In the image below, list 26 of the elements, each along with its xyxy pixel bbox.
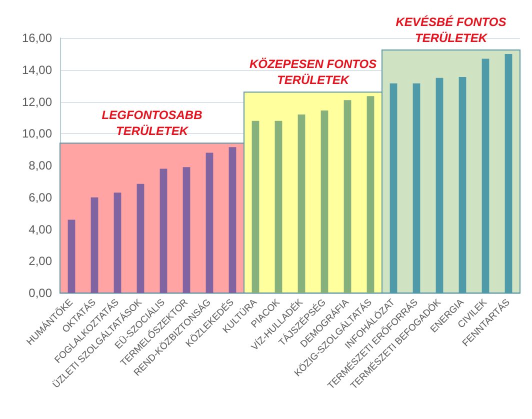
y-tick-label: 4,00: [28, 222, 52, 236]
bar: [366, 96, 374, 293]
bar: [274, 120, 282, 293]
band-label: KEVÉSBÉ FONTOS TERÜLETEK: [396, 14, 506, 45]
bar: [320, 110, 328, 293]
y-tick-label: 16,00: [22, 31, 52, 45]
y-tick-label: 10,00: [22, 126, 52, 141]
bar: [298, 114, 306, 293]
y-tick-label: 14,00: [22, 62, 52, 77]
bar: [206, 152, 214, 293]
bar: [136, 184, 144, 293]
bar: [68, 220, 76, 293]
band-label: KÖZEPESEN FONTOS TERÜLETEK: [249, 57, 377, 88]
band-label: LEGFONTOSABB TERÜLETEK: [102, 108, 203, 138]
bar: [252, 120, 260, 293]
y-tick-label: 6,00: [28, 190, 52, 204]
y-tick-label: 0,00: [28, 286, 52, 300]
y-tick-label: 2,00: [28, 254, 52, 268]
bar: [344, 100, 352, 293]
bar: [160, 168, 168, 293]
y-tick-label: 8,00: [28, 158, 52, 172]
bar: [182, 167, 190, 293]
bar: [90, 197, 98, 293]
bar: [228, 147, 236, 293]
y-tick-label: 12,00: [22, 94, 52, 109]
bar: [114, 192, 122, 293]
